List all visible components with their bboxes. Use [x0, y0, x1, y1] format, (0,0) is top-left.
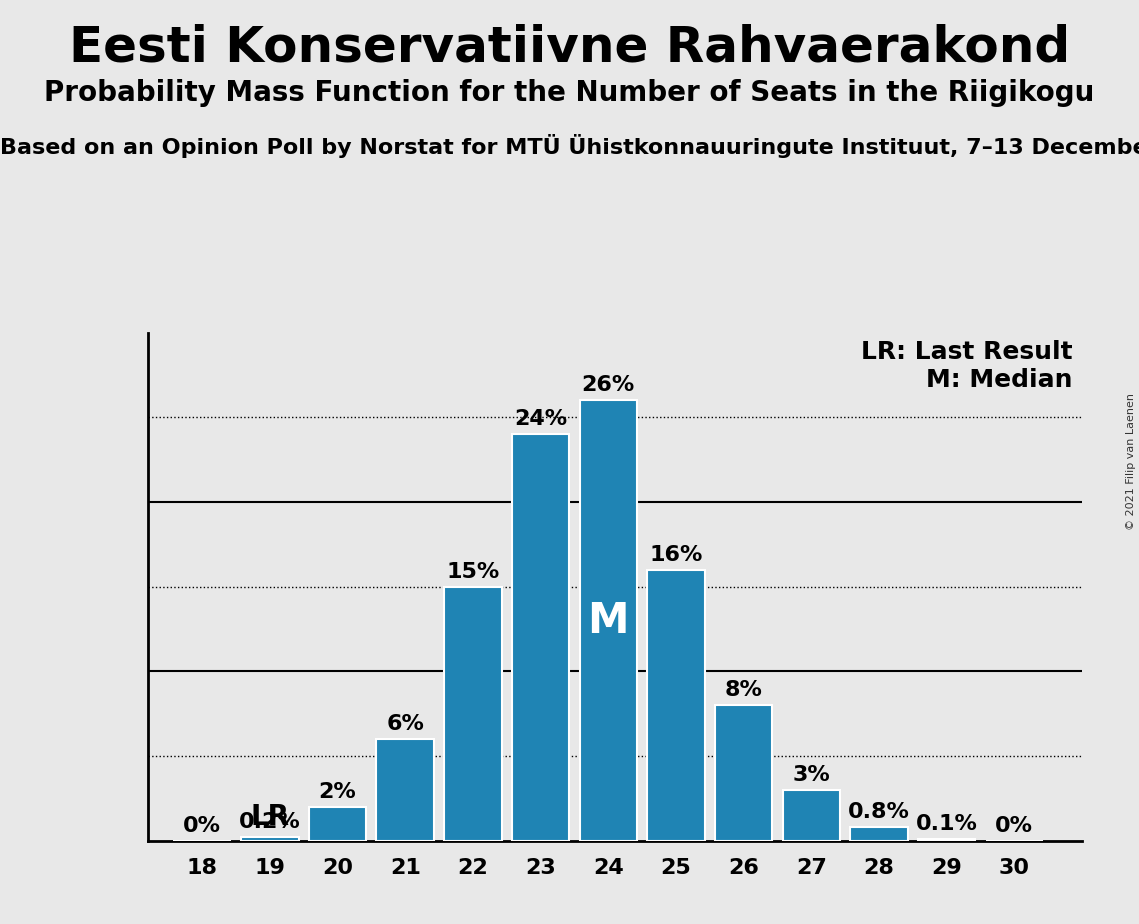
Text: 15%: 15% [446, 562, 500, 582]
Text: © 2021 Filip van Laenen: © 2021 Filip van Laenen [1126, 394, 1136, 530]
Bar [241, 837, 298, 841]
Text: M: Median: M: Median [926, 368, 1073, 392]
Text: 26%: 26% [582, 375, 634, 395]
Bar [782, 790, 841, 841]
Bar [647, 570, 705, 841]
Text: 0.1%: 0.1% [916, 814, 977, 834]
Bar [715, 705, 772, 841]
Text: Eesti Konservatiivne Rahvaerakond: Eesti Konservatiivne Rahvaerakond [68, 23, 1071, 71]
Bar [918, 839, 975, 841]
Text: 24%: 24% [514, 409, 567, 429]
Bar [377, 739, 434, 841]
Text: Based on an Opinion Poll by Norstat for MTÜ Ühistkonnauuringute Instituut, 7–13 : Based on an Opinion Poll by Norstat for … [0, 134, 1139, 158]
Text: M: M [588, 600, 629, 641]
Text: LR: Last Result: LR: Last Result [861, 340, 1073, 364]
Bar [444, 587, 501, 841]
Text: 2%: 2% [319, 782, 357, 802]
Bar [850, 827, 908, 841]
Text: 0.2%: 0.2% [239, 812, 301, 833]
Bar [580, 400, 637, 841]
Text: 3%: 3% [793, 765, 830, 784]
Text: Probability Mass Function for the Number of Seats in the Riigikogu: Probability Mass Function for the Number… [44, 79, 1095, 106]
Bar [511, 434, 570, 841]
Text: 0%: 0% [995, 816, 1033, 835]
Text: 0%: 0% [183, 816, 221, 835]
Text: 6%: 6% [386, 714, 424, 734]
Text: 16%: 16% [649, 545, 703, 565]
Bar [309, 807, 367, 841]
Text: 8%: 8% [724, 680, 763, 700]
Text: LR: LR [251, 803, 289, 831]
Text: 0.8%: 0.8% [849, 802, 910, 822]
